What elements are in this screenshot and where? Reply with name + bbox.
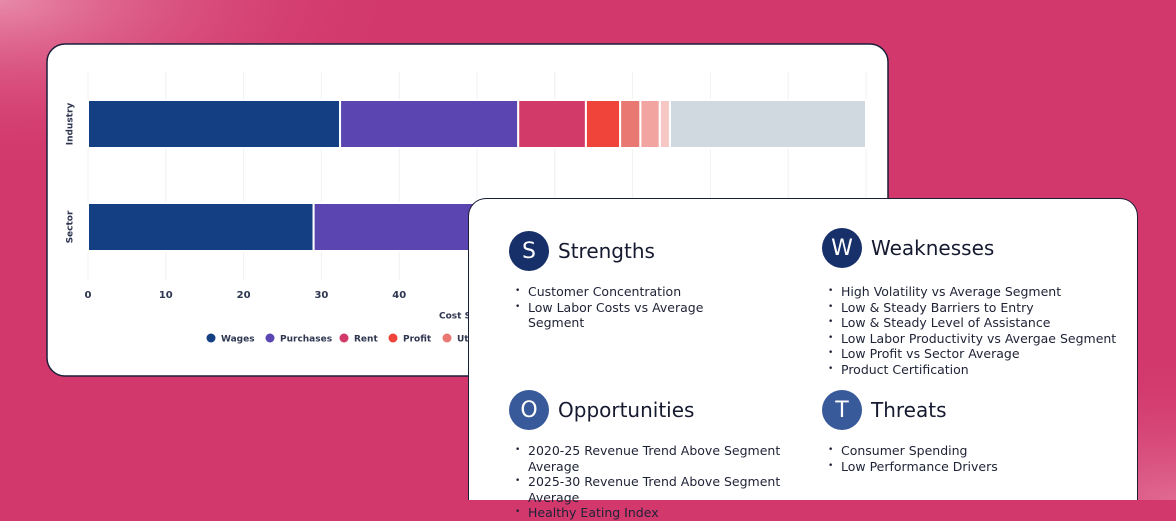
bullet-item: 2025-30 Revenue Trend Above Segment Aver… [509,474,819,505]
bar-segment [584,99,622,149]
bullet-item: Customer Concentration [509,284,709,300]
bar-segment [87,99,342,149]
badge: S [509,231,549,271]
page: 0102030405060708090100Cost SIndustrySect… [0,0,1176,500]
x-tick-label: 30 [314,290,328,301]
x-tick-label: 40 [392,290,406,301]
bar-segment [668,99,867,149]
opportunities: O Opportunities 2020-25 Revenue Trend Abo… [509,390,819,521]
bullet-item: Low Profit vs Sector Average [822,346,1122,362]
heading: Weaknesses [871,236,995,260]
strengths: S Strengths Customer ConcentrationLow Lab… [509,231,709,331]
legend-label: Ut [457,335,469,345]
bullet-item: Product Certification [822,362,1122,378]
heading: Threats [871,398,947,422]
bullet-item: Consumer Spending [822,443,1122,459]
bullet-item: Low & Steady Level of Assistance [822,315,1122,331]
heading: Strengths [558,239,655,263]
y-tick-label: Sector [66,210,76,243]
x-tick-label: 0 [85,290,92,301]
y-tick-label: Industry [66,103,76,146]
heading: Opportunities [558,398,695,422]
badge: O [509,390,549,430]
bar-segment [619,99,642,149]
bullet-item: Low Labor Productivity vs Avergae Segmen… [822,331,1122,347]
bullet-item: 2020-25 Revenue Trend Above Segment Aver… [509,443,819,474]
bar-segment [639,99,661,149]
legend-swatch [265,333,275,343]
legend-swatch [339,333,349,343]
legend-swatch [388,333,398,343]
bullet-item: Low & Steady Barriers to Entry [822,300,1122,316]
bullet-item: Low Labor Costs vs Average Segment [509,300,709,331]
bar-segment [87,202,315,252]
legend-label: Profit [403,335,432,345]
bullet-item: High Volatility vs Average Segment [822,284,1122,300]
bullet-item: Healthy Eating Index [509,505,819,521]
bullet-item: Low Performance Drivers [822,459,1122,475]
legend-label: Purchases [280,335,332,345]
x-tick-label: 20 [237,290,251,301]
legend-swatch [206,333,216,343]
badge: T [822,390,862,430]
legend-label: Rent [354,335,378,345]
threats: T Threats Consumer SpendingLow Performanc… [822,390,1122,474]
legend-swatch [442,333,452,343]
x-axis-label: Cost S [439,312,471,322]
list: Customer ConcentrationLow Labor Costs vs… [509,284,709,331]
bar-segment [517,99,587,149]
list: Consumer SpendingLow Performance Drivers [822,443,1122,474]
weaknesses: W Weaknesses High Volatility vs Average S… [822,228,1122,378]
bar-segment [658,99,671,149]
list: 2020-25 Revenue Trend Above Segment Aver… [509,443,819,521]
list: High Volatility vs Average SegmentLow & … [822,284,1122,378]
badge: W [822,228,862,268]
x-tick-label: 10 [159,290,173,301]
bar-segment [339,99,520,149]
legend-label: Wages [221,335,255,345]
